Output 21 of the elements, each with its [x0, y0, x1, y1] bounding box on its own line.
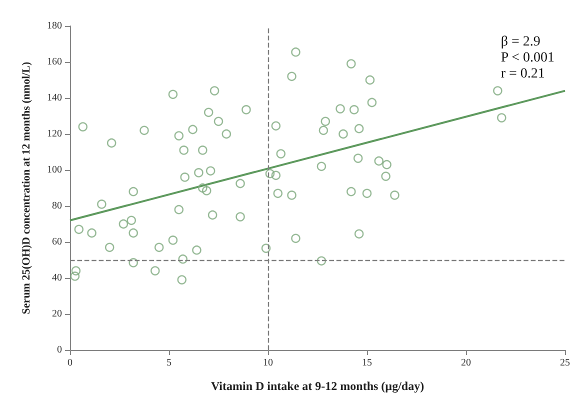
annotation: P < 0.001 — [500, 50, 554, 66]
x-tick-label: 15 — [362, 358, 372, 368]
y-tick-label: 40 — [52, 272, 62, 284]
y-tick-label: 160 — [47, 56, 62, 68]
y-tick-label: 80 — [52, 200, 62, 212]
x-tick-label: 25 — [560, 358, 570, 368]
x-tick-label: 10 — [263, 358, 273, 368]
y-tick-label: 180 — [47, 20, 62, 32]
y-tick-label: 100 — [47, 164, 62, 176]
y-tick-label: 0 — [57, 344, 62, 356]
y-tick-label: 20 — [52, 308, 62, 320]
y-axis-title: Serum 25(OH)D concentration at 12 months (nmol/L) — [20, 61, 32, 314]
y-tick-label: 120 — [47, 128, 62, 140]
x-tick-label: 20 — [461, 358, 471, 368]
x-tick-label: 0 — [68, 358, 72, 368]
x-axis-title: Vitamin D intake at 9-12 months (µg/day) — [210, 379, 424, 393]
y-tick-label: 60 — [52, 236, 62, 248]
x-tick-label: 5 — [166, 358, 172, 368]
y-tick-label: 140 — [47, 92, 62, 104]
annotation: β = 2.9 — [500, 34, 540, 50]
annotation: r = 0.21 — [500, 66, 545, 82]
